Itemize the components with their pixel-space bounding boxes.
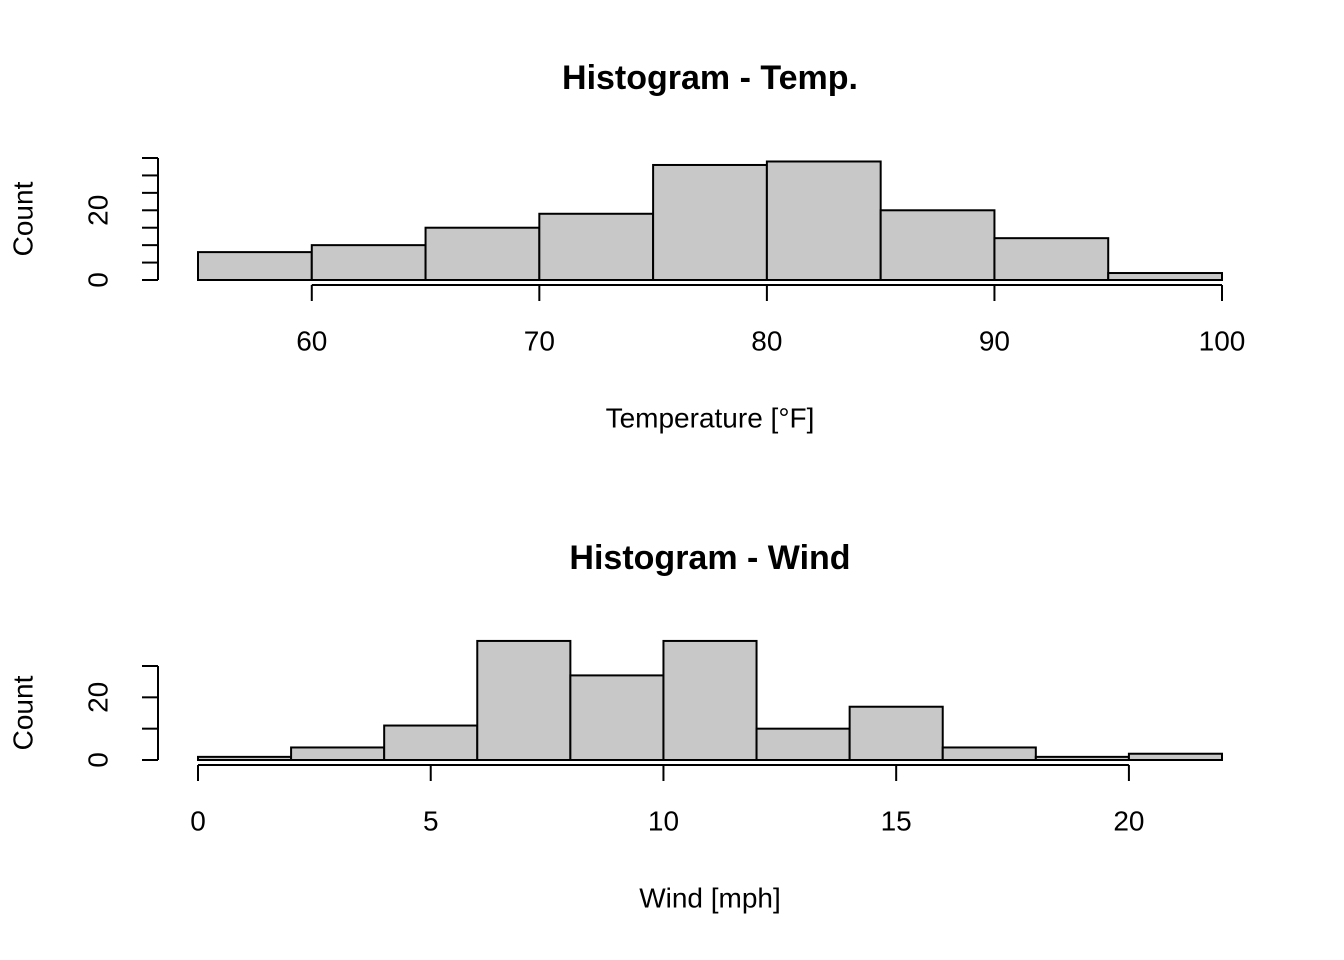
histogram-bar bbox=[662, 639, 758, 762]
x-axis-label: Wind [mph] bbox=[639, 882, 781, 913]
y-tick-label: 0 bbox=[82, 272, 113, 288]
histogram-bar bbox=[290, 746, 386, 762]
histogram-bar bbox=[879, 209, 996, 282]
chart-title: Histogram - Wind bbox=[569, 539, 850, 577]
histogram-bar bbox=[1107, 272, 1223, 281]
histogram-bar bbox=[197, 755, 293, 761]
x-axis-label: Temperature [°F] bbox=[606, 402, 815, 433]
histogram-bar bbox=[765, 160, 882, 281]
x-tick-label: 10 bbox=[648, 805, 679, 836]
histogram-bar bbox=[941, 746, 1037, 762]
x-tick-label: 100 bbox=[1199, 325, 1246, 356]
histogram-bar bbox=[538, 212, 655, 281]
histogram-bar bbox=[197, 251, 313, 282]
histogram-bar bbox=[1127, 752, 1223, 762]
y-axis-label: Count bbox=[7, 181, 38, 256]
x-tick-label: 0 bbox=[190, 805, 206, 836]
histogram-bar bbox=[383, 724, 479, 761]
x-tick-label: 20 bbox=[1113, 805, 1144, 836]
y-tick-label: 0 bbox=[82, 752, 113, 768]
chart-title: Histogram - Temp. bbox=[562, 59, 858, 97]
histogram-bar bbox=[755, 727, 851, 762]
histogram-bar bbox=[1034, 755, 1130, 761]
y-tick-label: 20 bbox=[82, 682, 113, 713]
y-tick-label: 20 bbox=[82, 195, 113, 226]
histogram-bar bbox=[424, 226, 541, 281]
histogram-bar bbox=[569, 674, 665, 762]
histogram-bar bbox=[476, 639, 572, 762]
x-tick-label: 15 bbox=[881, 805, 912, 836]
x-tick-label: 5 bbox=[423, 805, 439, 836]
histogram-bar bbox=[848, 705, 944, 762]
x-tick-label: 70 bbox=[524, 325, 555, 356]
x-tick-label: 80 bbox=[751, 325, 782, 356]
x-tick-label: 90 bbox=[979, 325, 1010, 356]
x-tick-label: 60 bbox=[296, 325, 327, 356]
histogram-bar bbox=[652, 163, 768, 282]
histogram-bar bbox=[310, 244, 427, 281]
histogram-bar bbox=[993, 237, 1110, 282]
y-axis-label: Count bbox=[7, 675, 38, 750]
